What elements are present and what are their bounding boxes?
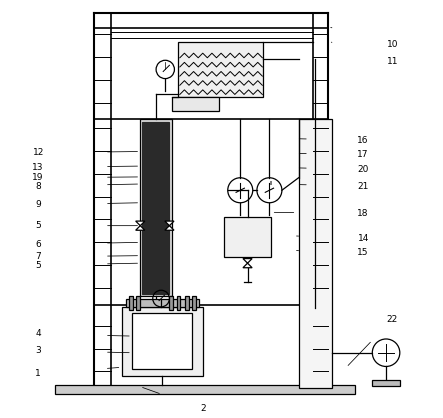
Text: 9: 9 (35, 200, 41, 209)
Bar (176, 296, 180, 310)
Bar (185, 296, 189, 310)
Bar (55, 385, 355, 395)
Text: 22: 22 (387, 315, 398, 324)
Bar (224, 217, 272, 257)
Bar (136, 296, 140, 310)
Bar (171, 97, 219, 111)
Polygon shape (165, 221, 174, 226)
Polygon shape (165, 226, 174, 230)
Text: 16: 16 (358, 136, 369, 145)
Text: 5: 5 (35, 261, 41, 270)
Text: 13: 13 (32, 163, 44, 172)
Text: 5: 5 (35, 221, 41, 230)
Polygon shape (136, 226, 145, 230)
Text: 3: 3 (35, 346, 41, 355)
Text: 14: 14 (358, 234, 369, 243)
Text: 17: 17 (358, 150, 369, 159)
Text: 1: 1 (35, 369, 41, 378)
Text: 20: 20 (358, 165, 369, 174)
Bar (142, 122, 169, 294)
Text: 6: 6 (35, 240, 41, 249)
Text: 19: 19 (32, 173, 44, 182)
Text: 7: 7 (35, 252, 41, 261)
Text: 15: 15 (358, 248, 369, 257)
Text: 12: 12 (32, 148, 44, 157)
Bar (178, 42, 263, 97)
Bar (121, 307, 203, 376)
Polygon shape (136, 221, 145, 226)
Bar (299, 120, 332, 388)
Text: 11: 11 (387, 56, 398, 66)
Bar (192, 296, 196, 310)
Text: 2: 2 (200, 405, 206, 413)
Bar (126, 299, 198, 307)
Polygon shape (243, 263, 252, 268)
Bar (140, 120, 171, 296)
Text: 10: 10 (387, 40, 398, 49)
Polygon shape (243, 259, 252, 263)
Text: 4: 4 (35, 329, 41, 339)
Bar (372, 380, 400, 386)
Bar (129, 296, 133, 310)
Text: II: II (269, 181, 272, 186)
Text: 18: 18 (358, 209, 369, 218)
Bar (169, 296, 173, 310)
Text: 21: 21 (358, 181, 369, 191)
Text: 8: 8 (35, 181, 41, 191)
Bar (132, 313, 192, 370)
